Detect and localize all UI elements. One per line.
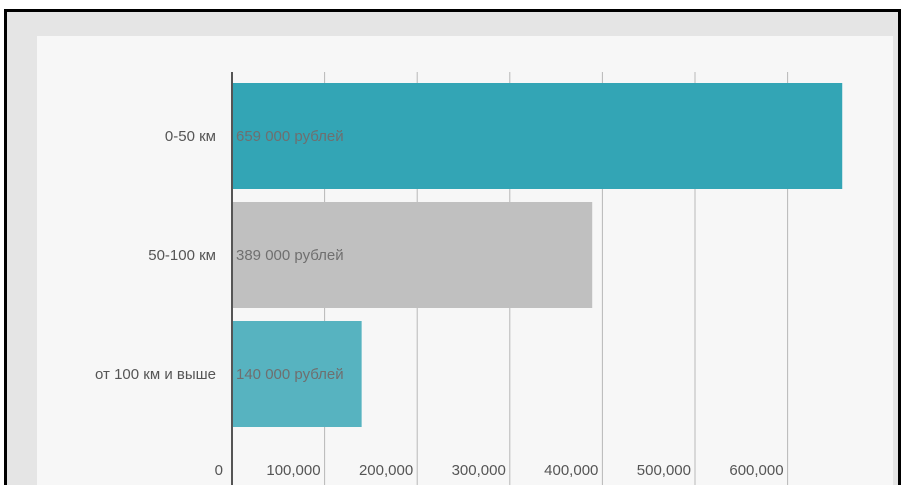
category-label: 0-50 км <box>165 128 216 145</box>
chart-panel: 0 100,000 200,000 300,000 400,000 500,000 600,… <box>37 36 893 485</box>
bar-value-label: 389 000 рублей <box>236 247 344 264</box>
x-tick-label: 0 <box>215 462 223 479</box>
category-label: от 100 км и выше <box>95 366 216 383</box>
bar-value-label: 140 000 рублей <box>236 366 344 383</box>
x-tick-label: 500,000 <box>637 462 691 479</box>
x-tick-label: 200,000 <box>359 462 413 479</box>
x-tick-label: 600,000 <box>729 462 783 479</box>
x-tick-label: 300,000 <box>452 462 506 479</box>
x-tick-label: 100,000 <box>266 462 320 479</box>
chart-frame: 0 100,000 200,000 300,000 400,000 500,000 600,… <box>4 9 901 485</box>
bar-chart: 0 100,000 200,000 300,000 400,000 500,000 600,… <box>37 36 893 485</box>
x-tick-label: 400,000 <box>544 462 598 479</box>
category-label: 50-100 км <box>148 247 216 264</box>
bar-value-label: 659 000 рублей <box>236 128 344 145</box>
